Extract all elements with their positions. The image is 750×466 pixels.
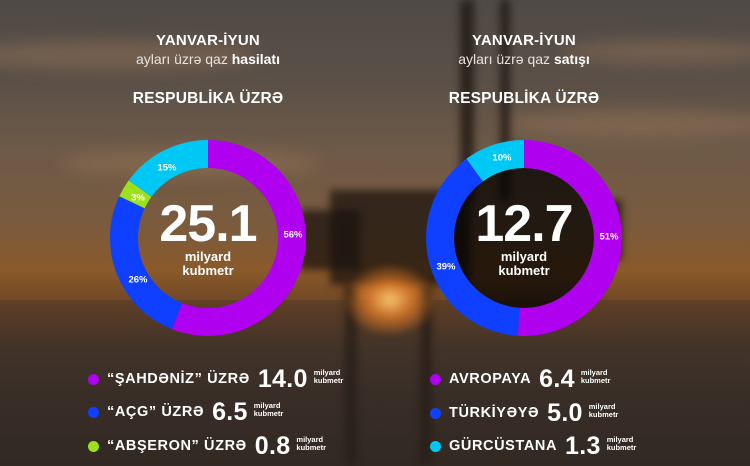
legend-dot-purple-icon (88, 373, 99, 385)
legend-label: TÜRKİYƏYƏ (449, 405, 540, 421)
legend-item-acg: “AÇG” ÜZRƏ 6.5 milyard kubmetr (88, 397, 284, 426)
legend-value: 14.0 (257, 364, 308, 393)
legend-dot-cyan-icon (430, 440, 441, 452)
production-total: 25.1 (159, 195, 257, 253)
pct-label-shahdeniz: 56% (283, 229, 303, 241)
legend-unit: milyard kubmetr (314, 369, 344, 385)
sales-donut-hole (454, 168, 594, 308)
unit-line-2: kubmetr (313, 376, 344, 385)
segment-turkey (426, 158, 520, 336)
unit-line-2: kubmetr (606, 443, 637, 452)
sales-total-unit: milyard kubmetr (426, 250, 622, 278)
segment-absheron (119, 180, 152, 209)
segment-acg (110, 196, 183, 330)
legend-item-turkey: TÜRKİYƏYƏ 5.0 milyard kubmetr (430, 398, 619, 427)
legend-unit: milyard kubmetr (589, 403, 619, 419)
unit-line-2: kubmetr (498, 263, 550, 278)
unit-line-2: kubmetr (253, 409, 284, 418)
legend-value: 6.4 (539, 364, 575, 393)
unit-line-1: milyard (313, 368, 341, 377)
production-total-unit: milyard kubmetr (110, 250, 306, 278)
unit-line-1: milyard (184, 249, 232, 264)
production-subtitle-bold: hasilatı (231, 51, 280, 67)
unit-line-1: milyard (500, 249, 548, 264)
pct-label-acg: 26% (128, 274, 148, 286)
unit-line-1: milyard (580, 368, 608, 377)
legend-value: 1.3 (565, 431, 601, 460)
sales-donut-chart: 51% 39% 10% 12.7 milyard kubmetr (426, 140, 622, 336)
legend-dot-blue-icon (430, 407, 441, 419)
legend-unit: milyard kubmetr (296, 436, 326, 452)
pct-label-europe: 51% (599, 231, 619, 243)
unit-line-1: milyard (588, 402, 616, 411)
legend-item-shahdeniz: “ŞAHDƏNİZ” ÜZRƏ 14.0 milyard kubmetr (88, 364, 344, 393)
unit-line-1: milyard (296, 435, 324, 444)
segment-georgia (466, 140, 524, 182)
unit-line-2: kubmetr (182, 263, 234, 278)
sales-total: 12.7 (475, 195, 573, 253)
unit-line-2: kubmetr (296, 443, 327, 452)
production-subtitle-text: ayları üzrə qaz (136, 51, 232, 67)
sales-subtitle-text: ayları üzrə qaz (458, 51, 554, 67)
legend-unit: milyard kubmetr (581, 369, 611, 385)
legend-label: AVROPAYA (449, 371, 532, 387)
segment-other (128, 140, 208, 197)
pct-label-georgia: 10% (492, 152, 512, 164)
production-donut-svg (110, 140, 306, 336)
sales-donut-svg (426, 140, 622, 336)
production-donut-chart: 56% 26% 3% 15% 25.1 milyard kubmetr (110, 140, 306, 336)
pct-label-other: 15% (157, 162, 177, 174)
sales-subtitle: ayları üzrə qaz satışı (374, 51, 674, 67)
sales-title: YANVAR-İYUN (472, 32, 576, 49)
production-region-heading: RESPUBLİKA ÜZRƏ (132, 90, 284, 107)
production-title: YANVAR-İYUN (156, 32, 260, 49)
unit-line-2: kubmetr (588, 410, 619, 419)
legend-unit: milyard kubmetr (254, 402, 284, 418)
pct-label-turkey: 39% (436, 261, 456, 273)
legend-label: “AÇG” ÜZRƏ (107, 404, 205, 420)
legend-dot-green-icon (88, 440, 99, 452)
legend-item-europe: AVROPAYA 6.4 milyard kubmetr (430, 364, 611, 393)
production-subtitle: ayları üzrə qaz hasilatı (58, 51, 358, 67)
legend-unit: milyard kubmetr (607, 436, 637, 452)
unit-line-1: milyard (606, 435, 634, 444)
legend-label: GÜRCÜSTANA (449, 438, 558, 454)
legend-label: “ABŞERON” ÜZRƏ (107, 438, 247, 454)
segment-europe (517, 140, 622, 336)
legend-value: 6.5 (212, 397, 248, 426)
legend-value: 5.0 (547, 398, 583, 427)
legend-label: “ŞAHDƏNİZ” ÜZRƏ (107, 371, 250, 387)
legend-item-absheron: “ABŞERON” ÜZRƏ 0.8 milyard kubmetr (88, 431, 326, 460)
legend-value: 0.8 (254, 431, 291, 460)
segment-shahdeniz (171, 140, 306, 336)
unit-line-1: milyard (253, 401, 281, 410)
sales-region-heading: RESPUBLİKA ÜZRƏ (448, 90, 600, 107)
unit-line-2: kubmetr (580, 376, 611, 385)
legend-item-georgia: GÜRCÜSTANA 1.3 milyard kubmetr (430, 431, 637, 460)
legend-dot-purple-icon (430, 373, 441, 385)
legend-dot-blue-icon (88, 406, 99, 418)
pct-label-absheron: 3% (131, 192, 145, 204)
sales-subtitle-bold: satışı (553, 51, 590, 67)
